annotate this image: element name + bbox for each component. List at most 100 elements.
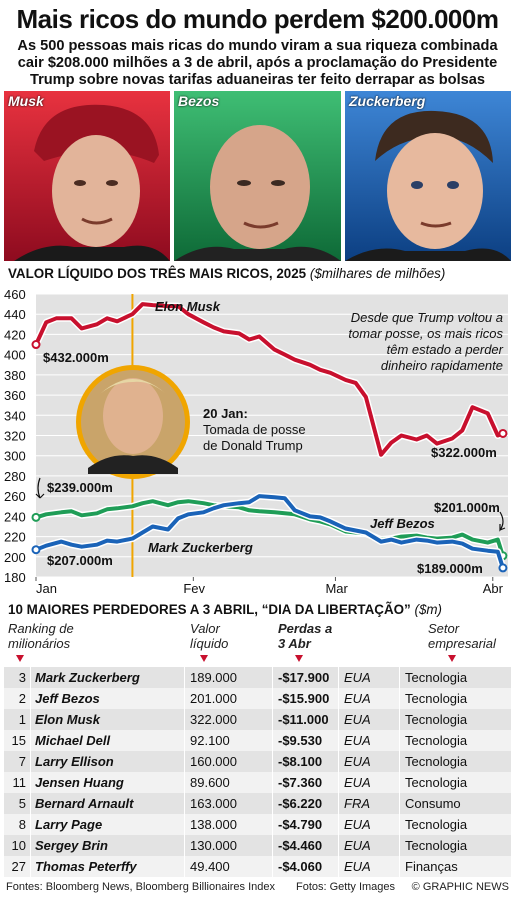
cell-value: 49.400 — [190, 859, 230, 874]
cell-country: EUA — [344, 817, 371, 832]
column-divider — [184, 772, 185, 793]
y-tick-label: 220 — [4, 530, 26, 545]
footer-credit: © GRAPHIC NEWS — [411, 881, 509, 893]
table-row: 10 Sergey Brin 130.000 -$4.460 EUA Tecnologia — [4, 835, 511, 856]
cell-loss: -$6.220 — [278, 796, 323, 811]
series-end-point — [498, 563, 508, 573]
cell-loss: -$4.060 — [278, 859, 323, 874]
series-end-point — [498, 428, 508, 438]
column-divider — [338, 814, 339, 835]
header-loss: Perdas a 3 Abr — [278, 621, 332, 651]
cell-loss: -$7.360 — [278, 775, 323, 790]
header-rank: Ranking de milionários — [8, 621, 74, 651]
data-label: $432.000m — [43, 350, 109, 365]
x-tick-label: Abr — [483, 581, 504, 596]
column-divider — [30, 751, 31, 772]
cell-rank: 8 — [18, 817, 26, 832]
column-divider — [399, 772, 400, 793]
portrait-musk-icon — [4, 91, 170, 261]
cell-rank: 2 — [18, 691, 26, 706]
cell-name: Sergey Brin — [35, 838, 108, 853]
header-value-line: líquido — [190, 636, 229, 651]
triangle-marker-icon — [448, 655, 456, 662]
cell-rank: 15 — [11, 733, 26, 748]
cell-sector: Tecnologia — [405, 691, 468, 706]
cell-value: 163.000 — [190, 796, 237, 811]
page-title: Mais ricos do mundo perdem $200.000m — [16, 4, 499, 34]
subtitle: As 500 pessoas mais ricas do mundo viram… — [8, 38, 507, 89]
column-divider — [338, 688, 339, 709]
cell-loss: -$4.460 — [278, 838, 323, 853]
table-row: 2 Jeff Bezos 201.000 -$15.900 EUA Tecnologia — [4, 688, 511, 709]
trump-face — [103, 378, 163, 454]
data-label: Jeff Bezos — [370, 516, 435, 531]
cell-name: Thomas Peterffy — [35, 859, 137, 874]
column-divider — [338, 772, 339, 793]
event-label: 20 Jan: — [203, 406, 248, 421]
column-divider — [338, 730, 339, 751]
cell-loss: -$8.100 — [278, 754, 323, 769]
portrait-strip: Musk Bezos Zuckerberg — [4, 91, 511, 261]
cell-sector: Finanças — [405, 859, 458, 874]
y-tick-label: 260 — [4, 489, 26, 504]
series-start-point — [31, 545, 41, 555]
column-divider — [184, 688, 185, 709]
cell-value: 130.000 — [190, 838, 237, 853]
cell-name: Elon Musk — [35, 712, 101, 727]
column-divider — [272, 751, 273, 772]
cell-country: EUA — [344, 733, 371, 748]
losers-table: 3 Mark Zuckerberg 189.000 -$17.900 EUA Tecnol… — [4, 667, 511, 877]
column-divider — [399, 751, 400, 772]
cell-rank: 5 — [18, 796, 26, 811]
note-line: têm estado a perder — [387, 342, 504, 357]
header-loss-line: Perdas a — [278, 621, 333, 636]
table-row: 1 Elon Musk 322.000 -$11.000 EUA Tecnologia — [4, 709, 511, 730]
cell-loss: -$4.790 — [278, 817, 323, 832]
y-tick-label: 280 — [4, 469, 26, 484]
cell-sector: Tecnologia — [405, 838, 468, 853]
column-divider — [272, 856, 273, 877]
table-row: 15 Michael Dell 92.100 -$9.530 EUA Tecnologia — [4, 730, 511, 751]
y-tick-label: 240 — [4, 509, 26, 524]
cell-name: Jeff Bezos — [35, 691, 100, 706]
portrait-musk: Musk — [4, 91, 170, 261]
series-start-point — [31, 340, 41, 350]
cell-sector: Tecnologia — [405, 712, 468, 727]
cell-rank: 3 — [18, 670, 26, 685]
column-divider — [272, 667, 273, 688]
column-divider — [338, 751, 339, 772]
cell-rank: 7 — [18, 754, 26, 769]
cell-loss: -$9.530 — [278, 733, 323, 748]
event-label: Tomada de posse — [203, 422, 306, 437]
y-tick-label: 400 — [4, 348, 26, 363]
data-label: Elon Musk — [155, 299, 221, 314]
y-tick-label: 320 — [4, 429, 26, 444]
column-divider — [184, 667, 185, 688]
column-divider — [399, 835, 400, 856]
cell-loss: -$15.900 — [278, 691, 330, 706]
cell-rank: 11 — [12, 775, 27, 790]
cell-name: Larry Page — [35, 817, 103, 832]
y-tick-label: 340 — [4, 408, 26, 423]
header-sector-line: Setor — [428, 621, 460, 636]
column-divider — [30, 709, 31, 730]
column-divider — [30, 667, 31, 688]
series-line — [34, 302, 504, 457]
arrow-icon — [35, 477, 45, 499]
chart-title-text: VALOR LÍQUIDO DOS TRÊS MAIS RICOS, 2025 — [8, 266, 307, 281]
data-label: $239.000m — [47, 480, 113, 495]
header-value-line: Valor — [190, 621, 220, 636]
data-label: $207.000m — [47, 553, 113, 568]
series-start-point — [31, 512, 41, 522]
column-divider — [184, 793, 185, 814]
column-divider — [338, 793, 339, 814]
y-tick-label: 300 — [4, 449, 26, 464]
column-divider — [184, 856, 185, 877]
column-divider — [399, 856, 400, 877]
cell-value: 138.000 — [190, 817, 237, 832]
y-tick-label: 380 — [4, 368, 26, 383]
column-divider — [30, 772, 31, 793]
cell-country: EUA — [344, 859, 371, 874]
portrait-bezos: Bezos — [174, 91, 341, 261]
subtitle-line: cair $208.000 milhões a 3 de abril, após… — [17, 55, 498, 71]
